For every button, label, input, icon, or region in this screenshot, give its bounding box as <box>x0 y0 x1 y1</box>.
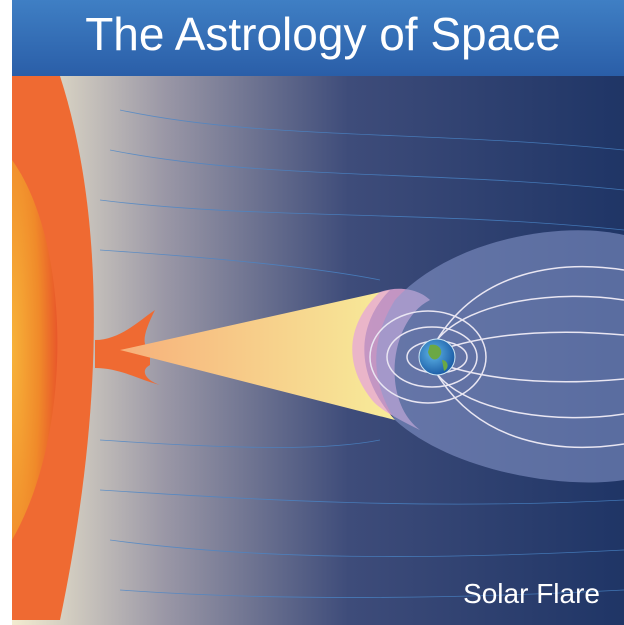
illustration: The Astrology of Space Solar Flare <box>0 0 624 625</box>
page: {"header": {"title": "The Astrology of S… <box>0 0 624 625</box>
caption: Solar Flare <box>463 578 600 609</box>
title: The Astrology of Space <box>85 8 561 60</box>
